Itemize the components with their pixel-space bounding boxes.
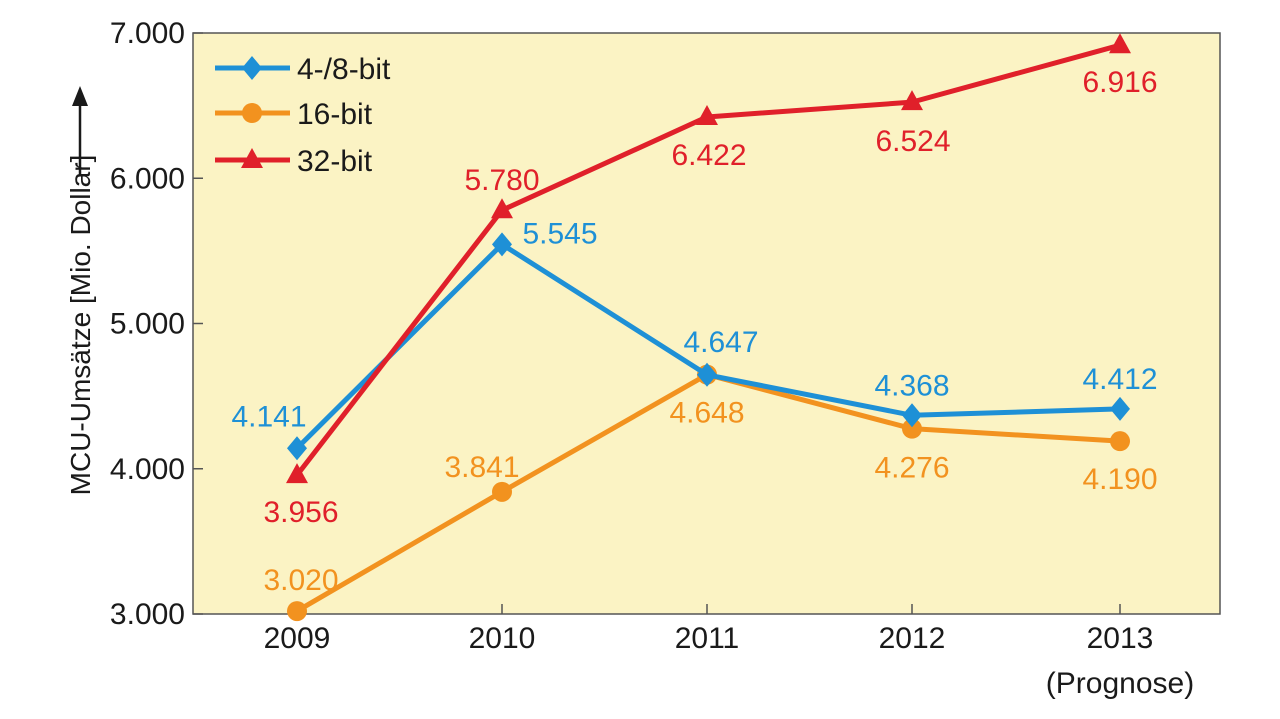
legend-label: 16-bit [297,98,373,131]
x-tick-sublabel: (Prognose) [1046,667,1194,700]
y-axis-title: MCU-Umsätze [Mio. Dollar] [65,155,96,496]
y-tick-label: 6.000 [110,162,185,195]
data-label: 4.368 [874,369,949,402]
series-2 [286,33,1131,484]
x-ticks: 2009 2010 2011 2012 2013 (Prognose) [264,604,1194,700]
data-label: 4.141 [231,400,306,433]
y-tick-label: 5.000 [110,308,185,341]
x-tick-label: 2009 [264,622,331,655]
data-label: 4.412 [1082,363,1157,396]
x-tick-label: 2013 [1087,622,1154,655]
data-label: 5.545 [522,217,597,250]
data-point-marker [491,198,513,219]
data-label: 6.524 [875,125,950,158]
data-label: 6.916 [1082,66,1157,99]
series-layer: 3.020 3.841 4.648 4.276 4.190 4.141 5.545 4.647… [231,33,1158,622]
data-label: 3.956 [263,496,338,529]
data-point-marker [901,90,923,111]
y-axis-title-group: MCU-Umsätze [Mio. Dollar] [65,86,96,495]
data-label: 4.648 [669,397,744,430]
data-label: 3.841 [444,451,519,484]
legend: 4-/8-bit 16-bit 32-bit [215,53,391,178]
x-tick-label: 2011 [675,622,740,655]
data-point-marker [492,481,512,502]
y-tick-label: 7.000 [110,17,185,50]
data-point-marker [696,104,718,125]
data-point-marker [492,232,512,257]
data-point-marker [286,463,308,484]
y-tick-label: 4.000 [110,453,185,486]
data-label: 6.422 [671,139,746,172]
series-labels-1: 3.020 3.841 4.648 4.276 4.190 [263,397,1157,597]
data-label: 4.276 [874,452,949,485]
data-point-marker [1109,33,1131,54]
data-label: 5.780 [464,164,539,197]
data-label: 4.190 [1082,463,1157,496]
legend-marker [242,56,262,80]
data-point-marker [902,403,922,428]
series-labels-0: 4.141 5.545 4.647 4.368 4.412 [231,217,1157,433]
data-label: 4.647 [683,326,758,359]
data-point-marker [1110,396,1130,421]
data-point-marker [287,601,307,622]
series-0 [287,232,1130,461]
x-tick-label: 2012 [879,622,946,655]
data-point-marker [287,436,307,461]
data-point-marker [902,418,922,439]
y-axis-arrow-head [72,86,88,106]
data-label: 3.020 [263,564,338,597]
x-tick-label: 2010 [469,622,536,655]
legend-label: 4-/8-bit [297,53,391,86]
series-labels-2: 3.956 5.780 6.422 6.524 6.916 [263,66,1157,529]
y-ticks: 3.000 4.000 5.000 6.000 7.000 [110,17,203,631]
data-point-marker [1110,431,1130,452]
y-tick-label: 3.000 [110,598,185,631]
legend-marker [242,103,262,123]
data-point-marker [697,362,717,387]
legend-marker [241,148,263,168]
legend-label: 32-bit [297,145,373,178]
plot-area [192,32,1221,615]
